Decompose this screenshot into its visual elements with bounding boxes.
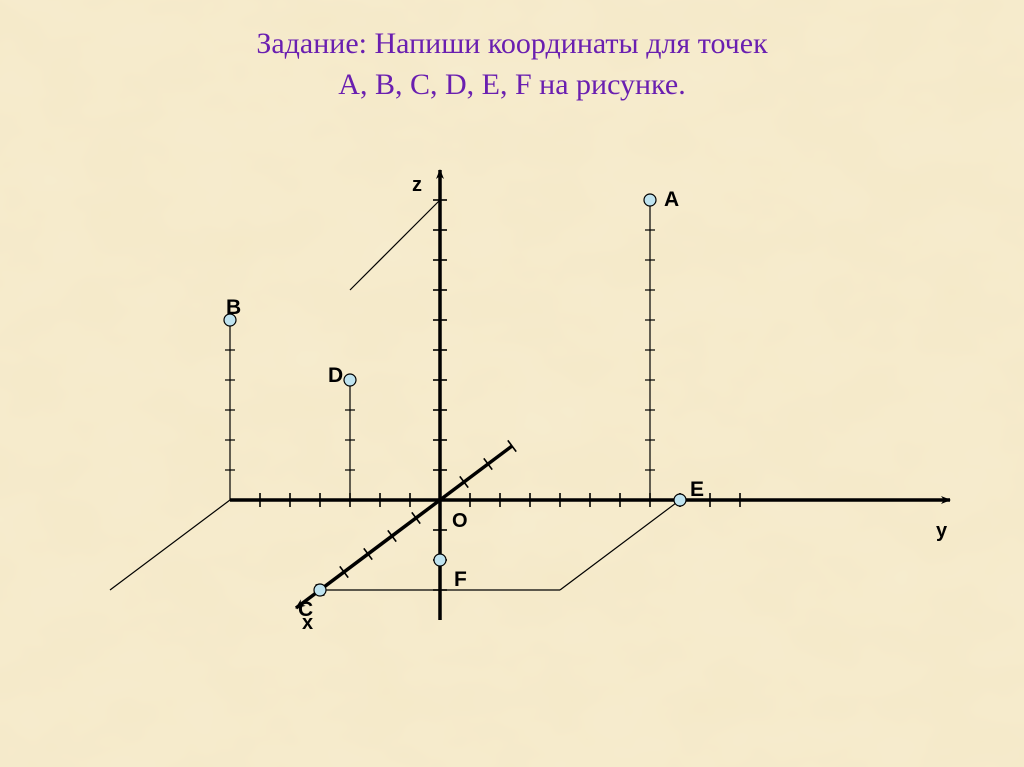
point-label-B: B [226, 296, 241, 320]
point-E [674, 494, 686, 506]
guide-line [560, 500, 680, 590]
origin-label: O [452, 510, 468, 533]
point-label-F: F [454, 568, 467, 592]
point-label-E: E [690, 478, 704, 502]
x-axis-label: x [302, 612, 313, 635]
point-F [434, 554, 446, 566]
title-line-1: Задание: Напиши координаты для точек [0, 24, 1024, 65]
y-axis-label: y [936, 520, 947, 543]
point-label-A: A [664, 188, 679, 212]
x-axis [296, 446, 512, 608]
coordinate-diagram [0, 0, 1024, 767]
guide-line [350, 200, 440, 290]
title-line-2: A, B, C, D, E, F на рисунке. [0, 65, 1024, 106]
point-C [314, 584, 326, 596]
task-title: Задание: Напиши координаты для точек A, … [0, 24, 1024, 105]
guide-line [110, 500, 230, 590]
point-A [644, 194, 656, 206]
point-D [344, 374, 356, 386]
point-label-D: D [328, 364, 343, 388]
z-axis-label: z [412, 174, 422, 197]
